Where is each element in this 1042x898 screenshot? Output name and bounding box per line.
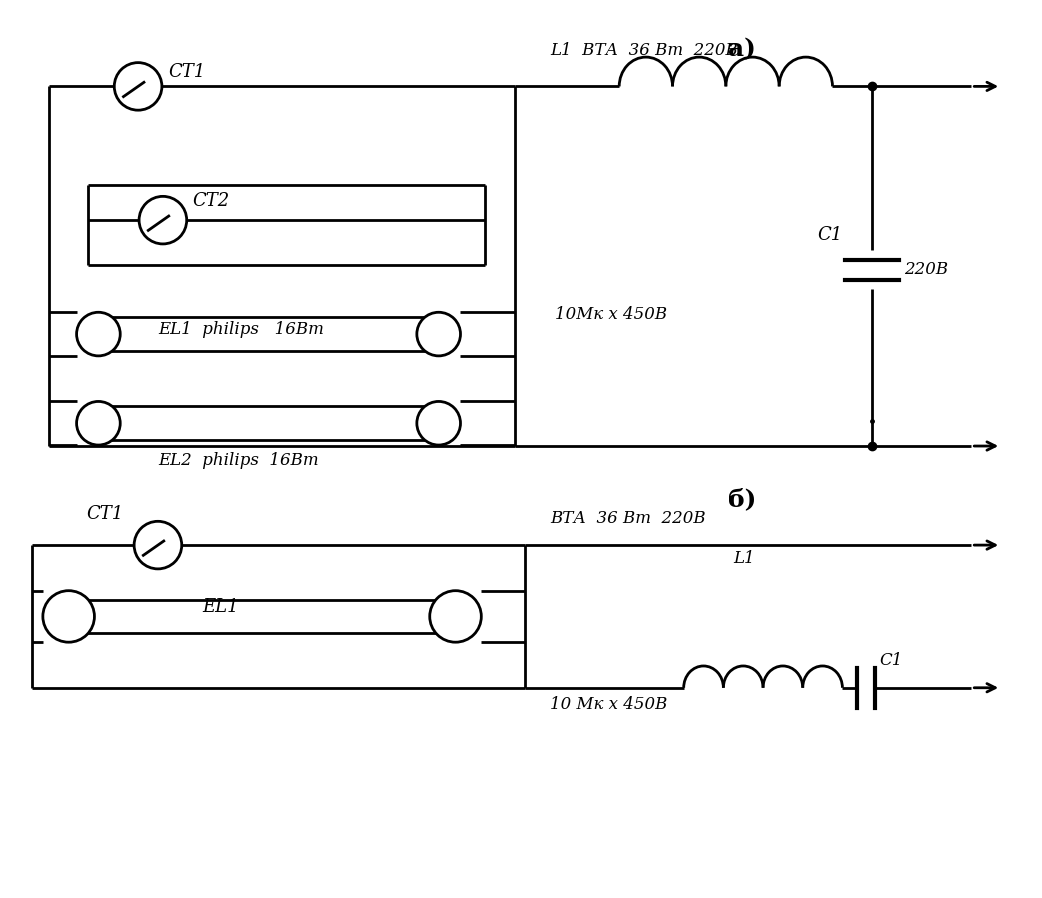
Text: CT2: CT2 bbox=[193, 192, 230, 210]
Text: 10 Мк х 450В: 10 Мк х 450В bbox=[550, 696, 667, 713]
Circle shape bbox=[417, 401, 461, 445]
Text: EL1  philips   16Вm: EL1 philips 16Вm bbox=[158, 321, 324, 338]
Text: EL1: EL1 bbox=[202, 597, 240, 615]
Circle shape bbox=[417, 313, 461, 356]
Circle shape bbox=[76, 313, 120, 356]
Circle shape bbox=[429, 591, 481, 642]
Text: CT1: CT1 bbox=[168, 64, 205, 82]
Text: C1: C1 bbox=[818, 226, 843, 244]
Text: ВТА  36 Вm  220В: ВТА 36 Вm 220В bbox=[550, 510, 705, 527]
Text: CT1: CT1 bbox=[86, 506, 124, 524]
Text: L1: L1 bbox=[734, 550, 754, 567]
Text: C1: C1 bbox=[879, 652, 902, 668]
Text: а): а) bbox=[728, 37, 756, 61]
Circle shape bbox=[43, 591, 95, 642]
Circle shape bbox=[76, 401, 120, 445]
Text: 220В: 220В bbox=[903, 261, 948, 278]
Text: L1  ВТА  36 Вm  220В: L1 ВТА 36 Вm 220В bbox=[550, 41, 738, 58]
Text: EL2  philips  16Вm: EL2 philips 16Вm bbox=[158, 453, 319, 470]
Text: 10Мк х 450В: 10Мк х 450В bbox=[554, 305, 667, 322]
Text: б): б) bbox=[728, 488, 756, 512]
